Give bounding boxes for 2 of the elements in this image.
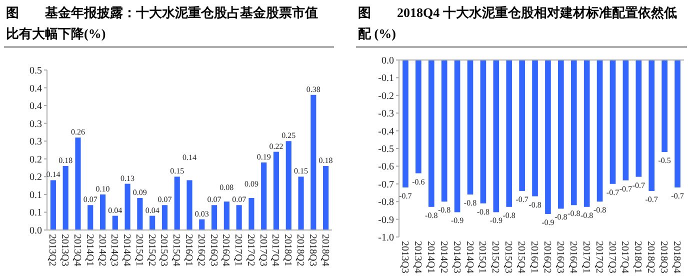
title: 图 2018Q4 十大水泥重仓股相对建材标准配置依然低配 (%): [358, 5, 677, 41]
title: 图 基金年报披露：十大水泥重仓股占基金股票市值比有大幅下降(%): [6, 5, 318, 41]
